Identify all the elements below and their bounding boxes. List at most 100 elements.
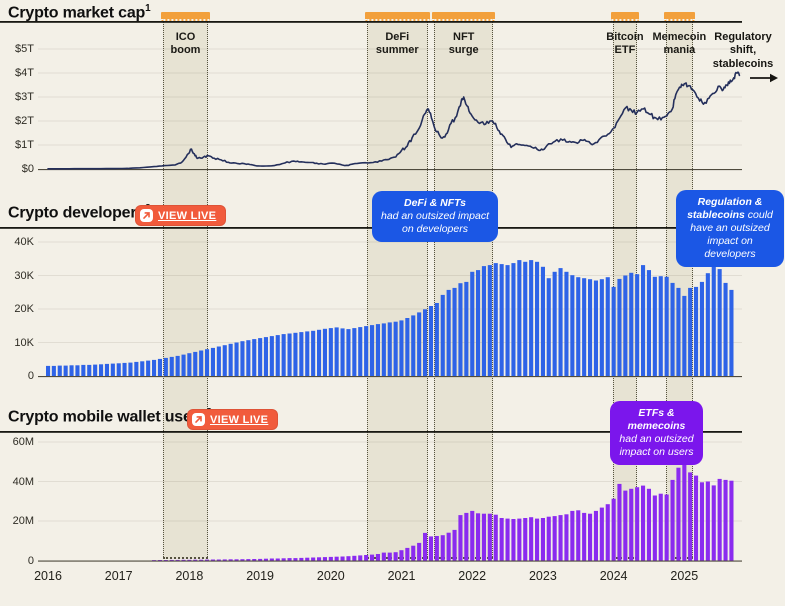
developers-bar: [87, 364, 92, 376]
developers-bar: [358, 327, 363, 376]
wallet-users-bar: [258, 558, 263, 561]
regulatory-shift-annotation: Regulatory shift, stablecoins: [712, 31, 774, 70]
event-band: [366, 22, 428, 559]
developers-bar: [104, 363, 109, 376]
event-band-topper: [161, 12, 210, 21]
callout-bold-text: DeFi & NFTs: [403, 197, 467, 209]
developers-bar: [511, 263, 516, 376]
wallet-users-bar: [481, 513, 486, 561]
developers-bar: [705, 273, 710, 376]
wallet-users-bar: [381, 552, 386, 561]
developers-bar: [346, 329, 351, 376]
wallet-users-bar: [322, 557, 327, 561]
market-cap-footnote-marker: 1: [145, 3, 151, 14]
callout-rest-text: could have an outsized impact on develop…: [690, 209, 773, 261]
developers-bar: [505, 265, 510, 376]
developers-bar: [481, 266, 486, 376]
developers-bar: [134, 361, 139, 376]
wallet-users-bar: [246, 559, 251, 561]
wallet-users-bar: [458, 515, 463, 561]
developers-bar: [205, 349, 210, 376]
wallet-users-bar: [405, 547, 410, 561]
developers-bar: [199, 350, 204, 376]
callout-defi-nfts: DeFi & NFTs had an outsized impact on dev…: [372, 191, 498, 243]
developers-bar: [711, 264, 716, 376]
developers-bar: [676, 287, 681, 376]
developers-bar: [629, 272, 634, 376]
developers-bar: [540, 266, 545, 376]
developers-bar: [51, 365, 56, 376]
view-live-label: VIEW LIVE: [210, 413, 269, 426]
wallet-users-bar: [205, 559, 210, 561]
developers-bar: [263, 337, 268, 376]
callout-bold-text: Regulation & stablecoins: [687, 196, 763, 222]
developers-bar: [423, 309, 428, 376]
developers-bar: [688, 287, 693, 376]
wallet-users-title: Crypto mobile wallet users3: [8, 407, 212, 426]
view-live-button-developers[interactable]: VIEW LIVE: [135, 205, 227, 226]
market-cap-title-text: Crypto market cap: [8, 4, 146, 22]
wallet-users-bar: [523, 518, 528, 561]
developers-bar: [417, 312, 422, 376]
wallet-users-bar: [358, 555, 363, 561]
developers-bar: [228, 343, 233, 376]
view-live-button-wallet-users[interactable]: VIEW LIVE: [187, 409, 279, 430]
wallet-users-bar: [240, 559, 245, 561]
developers-bar: [387, 322, 392, 376]
wallet-users-bar: [493, 514, 498, 561]
developers-bar: [157, 358, 162, 376]
wallet-users-bar: [222, 559, 227, 561]
developers-bar: [546, 278, 551, 376]
wallet-users-bar: [464, 512, 469, 561]
wallet-users-bar: [570, 510, 575, 561]
wallet-users-bar: [646, 488, 651, 561]
wallet-users-bar: [228, 559, 233, 561]
developers-bar: [564, 271, 569, 376]
developers-bar: [729, 289, 734, 376]
developers-bar: [487, 265, 492, 376]
developers-bar: [281, 334, 286, 376]
wallet-users-bar: [588, 513, 593, 561]
market-cap-line: [47, 71, 741, 170]
wallet-users-bar: [193, 559, 198, 561]
callout-regulation-stablecoins: Regulation & stablecoins could have an o…: [676, 190, 784, 268]
wallet-users-bar: [487, 513, 492, 561]
developers-bar: [63, 365, 68, 376]
external-link-icon: [140, 209, 153, 222]
wallet-users-bar: [717, 478, 722, 561]
developers-bar: [658, 276, 663, 376]
developers-bar: [116, 363, 121, 376]
developers-bar: [529, 260, 534, 376]
wallet-users-bar: [440, 535, 445, 561]
developers-bar: [240, 341, 245, 376]
developers-bar: [646, 270, 651, 376]
developers-bar: [717, 269, 722, 376]
event-band-topper: [364, 12, 430, 21]
developers-bar: [652, 276, 657, 376]
wallet-users-bar: [199, 559, 204, 561]
developers-bar: [576, 277, 581, 376]
wallet-users-title-text: Crypto mobile wallet users: [8, 408, 207, 426]
developers-bar: [440, 294, 445, 376]
wallet-users-bar: [317, 557, 322, 561]
developers-bar: [305, 331, 310, 376]
developers-bar: [210, 347, 215, 376]
event-band-topper: [663, 12, 695, 21]
wallet-users-bar: [293, 558, 298, 561]
wallet-users-bar: [470, 510, 475, 561]
developers-bar: [110, 363, 115, 376]
callout-etfs-memecoins: ETFs & memecoins had an outsized impact o…: [610, 401, 703, 466]
developers-bar: [122, 362, 127, 376]
wallet-users-bar: [682, 461, 687, 561]
event-band-topper: [432, 12, 496, 21]
developers-bar: [75, 365, 80, 376]
developers-bar: [535, 261, 540, 376]
developers-bar: [405, 318, 410, 376]
wallet-users-bar: [623, 490, 628, 561]
developers-bar: [370, 325, 375, 376]
wallet-users-bar: [664, 494, 669, 561]
developers-bar: [611, 286, 616, 376]
wallet-users-bar: [352, 555, 357, 561]
external-link-icon: [192, 413, 205, 426]
developers-bar: [93, 364, 98, 376]
